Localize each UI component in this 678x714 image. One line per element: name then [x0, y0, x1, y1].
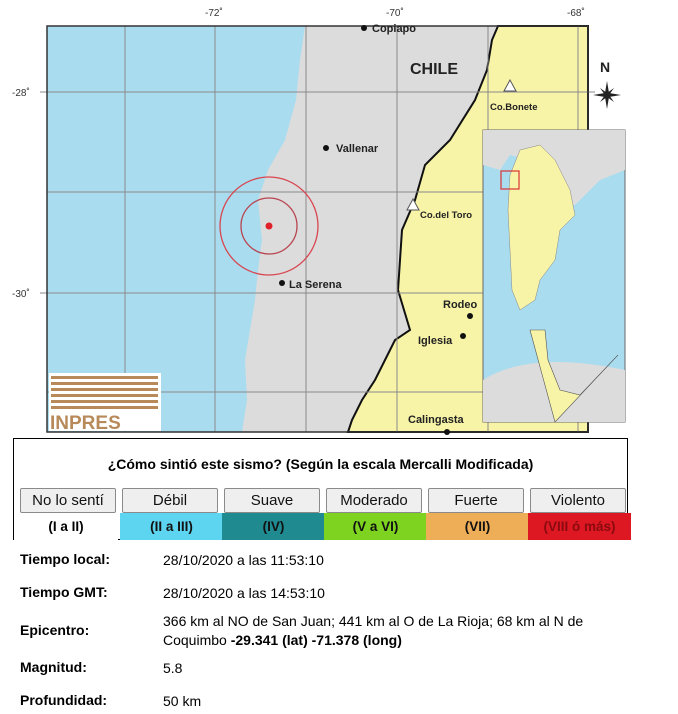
depth-label: Profundidad: — [20, 692, 108, 708]
intensity-level: (VIII ó más) — [528, 513, 631, 540]
intensity-circle-outer — [219, 176, 319, 276]
local-time-value: 28/10/2020 a las 11:53:10 — [163, 552, 324, 568]
compass-rose-icon — [593, 81, 621, 109]
gmt-time-value: 28/10/2020 a las 14:53:10 — [163, 585, 325, 601]
felt-button-d-bil[interactable]: Débil — [122, 488, 218, 513]
felt-report-title: ¿Cómo sintió este sismo? (Según la escal… — [107, 456, 534, 472]
city-label: Rodeo — [443, 299, 478, 311]
felt-button-moderado[interactable]: Moderado — [326, 488, 422, 513]
gmt-time-label: Tiempo GMT: — [20, 584, 108, 600]
country-label: CHILE — [410, 61, 458, 78]
felt-button-no-lo-sent-[interactable]: No lo sentí — [20, 488, 116, 513]
epicenter-description: 366 km al NO de San Juan; 441 km al O de… — [163, 613, 584, 648]
intensity-level: (I a II) — [14, 513, 118, 540]
intensity-level: (IV) — [222, 513, 325, 540]
magnitude-value: 5.8 — [163, 660, 183, 676]
intensity-level: (V a VI) — [324, 513, 427, 540]
lat-tick: -30˚ — [12, 288, 30, 300]
inpres-logo: INPRES — [49, 373, 161, 434]
peak-label: Co.Bonete — [490, 102, 538, 113]
city-label: Copiapo — [372, 23, 416, 35]
felt-button-suave[interactable]: Suave — [224, 488, 320, 513]
inset-map — [482, 129, 626, 423]
city-label: Calingasta — [408, 414, 465, 426]
epicenter-label: Epicentro: — [20, 622, 90, 638]
epicenter-long: -71.378 (long) — [311, 632, 402, 648]
epicenter-value: 366 km al NO de San Juan; 441 km al O de… — [163, 612, 613, 650]
epicenter-lat: -29.341 (lat) — [230, 632, 308, 648]
city-label: Vallenar — [336, 143, 379, 155]
lon-tick: -68˚ — [567, 7, 585, 19]
north-label: N — [600, 59, 610, 75]
felt-report-panel: ¿Cómo sintió este sismo? (Según la escal… — [13, 438, 631, 540]
lon-tick: -70˚ — [386, 7, 404, 19]
city-label: Iglesia — [418, 335, 453, 347]
epicenter-marker — [265, 222, 273, 230]
lon-tick: -72˚ — [205, 7, 223, 19]
peak-label: Co.del Toro — [420, 210, 472, 221]
epicenter-map: -72˚ -70˚ -68˚ -28˚ -30˚ CHILE Copiapo V… — [12, 7, 626, 435]
felt-button-fuerte[interactable]: Fuerte — [428, 488, 524, 513]
city-label: La Serena — [289, 279, 342, 291]
intensity-circle-inner — [240, 197, 298, 255]
intensity-level: (VII) — [426, 513, 529, 540]
depth-value: 50 km — [163, 693, 202, 709]
local-time-label: Tiempo local: — [20, 551, 110, 567]
felt-button-violento[interactable]: Violento — [530, 488, 626, 513]
lat-tick: -28˚ — [12, 87, 30, 99]
svg-text:INPRES: INPRES — [50, 413, 121, 434]
magnitude-label: Magnitud: — [20, 659, 87, 675]
intensity-level: (II a III) — [120, 513, 223, 540]
